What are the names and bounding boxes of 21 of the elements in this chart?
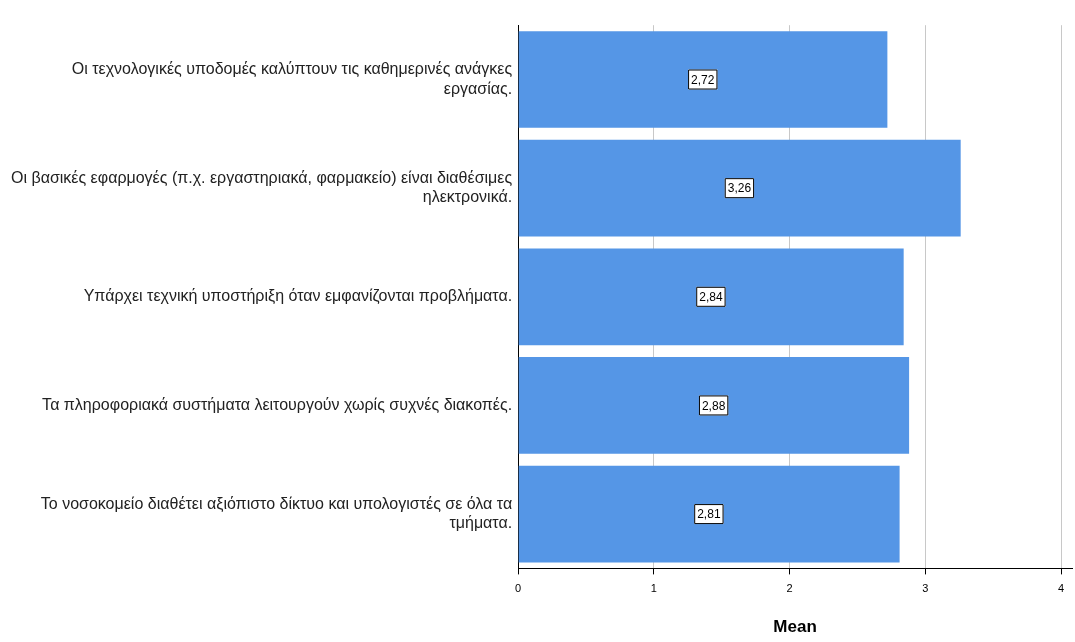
y-tick-label: Οι βασικές εφαρμογές (π.χ. εργαστηριακά, φαρμακείο) είναι διαθέσιμες ηλεκτρονικά.: [11, 168, 513, 206]
x-axis-title: Mean: [773, 617, 817, 637]
x-tick-label: 1: [650, 582, 657, 595]
y-tick-label: Τα πληροφοριακά συστήματα λειτουργούν χωρίς συχνές διακοπές.: [42, 395, 513, 413]
x-tick-label: 4: [1058, 582, 1065, 595]
data-label: 2,81: [697, 507, 721, 522]
bar: [518, 357, 910, 454]
x-tick-label: 0: [515, 582, 522, 595]
data-label: 2,88: [701, 398, 726, 413]
y-tick-label: Υπάρχει τεχνική υποστήριξη όταν εμφανίζονται προβλήματα.: [83, 287, 513, 306]
data-label: 2,72: [691, 72, 715, 87]
bar: [518, 139, 961, 237]
x-tick-label: 2: [786, 582, 793, 595]
y-tick-label: Το νοσοκομείο διαθέτει αξιόπιστο δίκτυο και υπολογιστές σε όλα τα τμήματα.: [40, 494, 513, 532]
x-tick-label: 3: [922, 582, 929, 595]
y-tick-label: Οι τεχνολογικές υποδομές καλύπτουν τις καθημερινές ανάγκες εργασίας.: [71, 60, 513, 97]
bar: [518, 465, 900, 563]
data-label: 2,84: [699, 290, 723, 305]
data-label: 3,26: [727, 181, 752, 196]
bar: [518, 31, 888, 128]
bar: [518, 248, 904, 346]
